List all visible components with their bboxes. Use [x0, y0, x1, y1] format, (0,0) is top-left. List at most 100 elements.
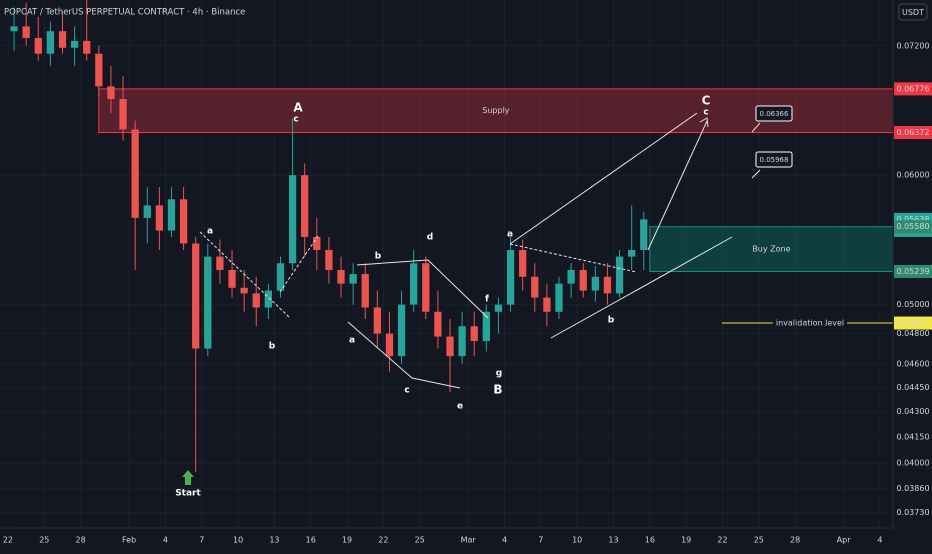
price-label: 0.05638	[896, 215, 929, 224]
wave-label: c	[293, 115, 298, 125]
x-tick-label: 19	[342, 536, 352, 545]
y-tick-label: 0.07200	[896, 41, 929, 50]
target-label: 0.05968	[760, 156, 789, 164]
candle-body	[446, 336, 454, 357]
start-label: Start	[175, 489, 201, 499]
wave-label: b	[375, 252, 382, 262]
wave-line	[347, 321, 461, 389]
candle-body	[46, 31, 55, 54]
price-label-box	[894, 316, 932, 330]
x-tick-label: 16	[645, 536, 655, 545]
candle-body	[567, 269, 575, 284]
y-tick-label: 0.04150	[896, 432, 929, 441]
candle-body	[628, 249, 636, 257]
wave-line	[199, 231, 291, 319]
wave-label: B	[493, 383, 502, 397]
candle-body	[385, 333, 394, 357]
candle-body	[179, 199, 188, 244]
wave-label: A	[293, 101, 303, 115]
y-tick-label: 0.03730	[896, 508, 929, 517]
candle-body	[482, 311, 490, 342]
x-tick-label: 25	[754, 536, 764, 545]
x-tick-label: 22	[3, 536, 13, 545]
wave-label: a	[207, 227, 213, 237]
wave-label: f	[485, 295, 489, 305]
x-tick-label: 22	[717, 536, 727, 545]
y-tick-label: 0.06000	[896, 171, 929, 180]
arrow-head	[699, 117, 709, 128]
candle-body	[301, 175, 309, 237]
candle-body	[579, 269, 587, 291]
zone-label: Buy Zone	[752, 245, 790, 254]
candle-body	[361, 274, 369, 308]
wave-label: g	[496, 369, 502, 379]
x-tick-label: 7	[538, 536, 543, 545]
candles	[10, 0, 648, 472]
x-tick-label: 4	[877, 536, 882, 545]
grid	[0, 0, 893, 528]
candle-body	[288, 175, 297, 264]
candle-body	[22, 26, 30, 38]
price-label: 0.06372	[896, 128, 929, 137]
candle-body	[83, 40, 91, 54]
zone-label: Supply	[482, 106, 510, 115]
price-label: 0.05239	[896, 267, 929, 276]
start-arrow	[182, 470, 194, 485]
candle-body	[252, 293, 260, 308]
x-tick-label: Feb	[122, 536, 136, 545]
wave-line	[550, 236, 733, 339]
price-label: 0.04872	[896, 319, 929, 328]
candle-body	[531, 276, 539, 298]
wave-lines	[199, 112, 761, 389]
x-tick-label: 4	[163, 536, 168, 545]
candle-body	[397, 304, 406, 357]
y-tick-label: 0.04600	[896, 359, 929, 368]
x-tick-label: 10	[572, 536, 582, 545]
candle-body	[591, 276, 599, 291]
x-tick-label: 28	[790, 536, 800, 545]
projection-arrow	[647, 120, 708, 251]
candle-body	[34, 37, 42, 54]
candle-body	[58, 31, 67, 48]
candle-body	[555, 283, 563, 312]
x-tick-label: Apr	[837, 536, 852, 545]
candle-body	[313, 236, 321, 250]
candle-body	[410, 263, 418, 305]
annotations: A c a b a b c d e f g B a b C c Start 0.…	[175, 94, 793, 499]
candle-body	[640, 219, 648, 250]
price-label: 0.06776	[896, 84, 929, 93]
price-label-box	[894, 82, 932, 96]
wave-label: b	[608, 316, 615, 326]
y-tick-label: 0.04450	[896, 383, 929, 392]
candle-body	[143, 205, 151, 218]
x-tick-label: 19	[681, 536, 691, 545]
candle-body	[119, 99, 127, 130]
candle-body	[276, 263, 285, 291]
candle-body	[107, 86, 115, 100]
x-tick-label: 16	[306, 536, 316, 545]
candle-body	[204, 256, 212, 349]
wave-label: d	[427, 233, 433, 243]
y-tick-label: 0.04300	[896, 407, 929, 416]
target-box	[755, 151, 793, 168]
x-tick-label: 28	[76, 536, 86, 545]
candle-body	[192, 243, 200, 349]
x-tick-label: 25	[39, 536, 49, 545]
candle-body	[543, 297, 551, 312]
x-tick-label: 25	[415, 536, 425, 545]
y-tick-label: 0.03860	[896, 484, 929, 493]
wave-line	[279, 235, 319, 293]
time-axis	[0, 528, 932, 550]
x-tick-label: 10	[233, 536, 243, 545]
wave-label: C	[702, 94, 711, 108]
price-label-box	[894, 126, 932, 140]
y-tick-label: 0.05000	[896, 300, 929, 309]
invalidation-label: invalidation level	[776, 319, 844, 328]
x-tick-label: 13	[608, 536, 618, 545]
candle-body	[10, 26, 18, 32]
candle-body	[155, 205, 164, 231]
price-label-box	[894, 220, 932, 234]
wave-label: c	[404, 386, 409, 396]
price-label-box	[894, 264, 932, 278]
